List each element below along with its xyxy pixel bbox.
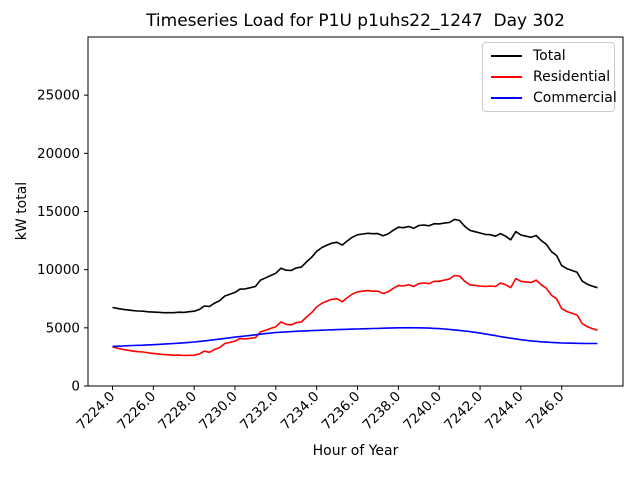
x-tick-label: 7228.0 [155,389,200,434]
legend-entry-total: Total [491,49,606,63]
legend-label: Residential [533,68,611,85]
legend: Total Residential Commercial [482,42,617,112]
x-tick-label: 7232.0 [237,389,282,434]
x-tick-label: 7238.0 [359,389,404,434]
y-axis-label: kW total [14,181,30,241]
x-axis-label: Hour of Year [312,443,399,459]
series-line-commercial [112,326,598,348]
legend-label: Commercial [533,89,617,106]
x-tick-label: 7242.0 [441,389,486,434]
series-line-total [112,218,598,314]
y-tick-label: 15000 [37,204,80,220]
legend-entry-commercial: Commercial [491,91,617,105]
legend-line-sample [491,75,522,78]
y-tick-label: 5000 [46,320,80,336]
y-tick-label: 0 [71,379,80,395]
x-tick-label: 7230.0 [196,389,241,434]
series-line-residential [112,274,598,357]
x-tick-label: 7244.0 [482,389,527,434]
legend-entry-residential: Residential [491,70,610,84]
x-tick-label: 7224.0 [74,389,119,434]
x-tick-label: 7246.0 [523,389,568,434]
x-tick-label: 7240.0 [400,389,445,434]
chart-title: Timeseries Load for P1U p1uhs22_1247 Day… [146,11,565,31]
y-tick-label: 10000 [37,262,80,278]
y-tick-label: 20000 [37,146,80,162]
legend-label: Total [533,48,566,65]
x-tick-label: 7226.0 [114,389,159,434]
legend-line-sample [491,96,522,99]
x-tick-label: 7236.0 [319,389,364,434]
x-tick-label: 7234.0 [278,389,323,434]
legend-line-sample [491,55,522,58]
y-tick-label: 25000 [37,88,80,104]
